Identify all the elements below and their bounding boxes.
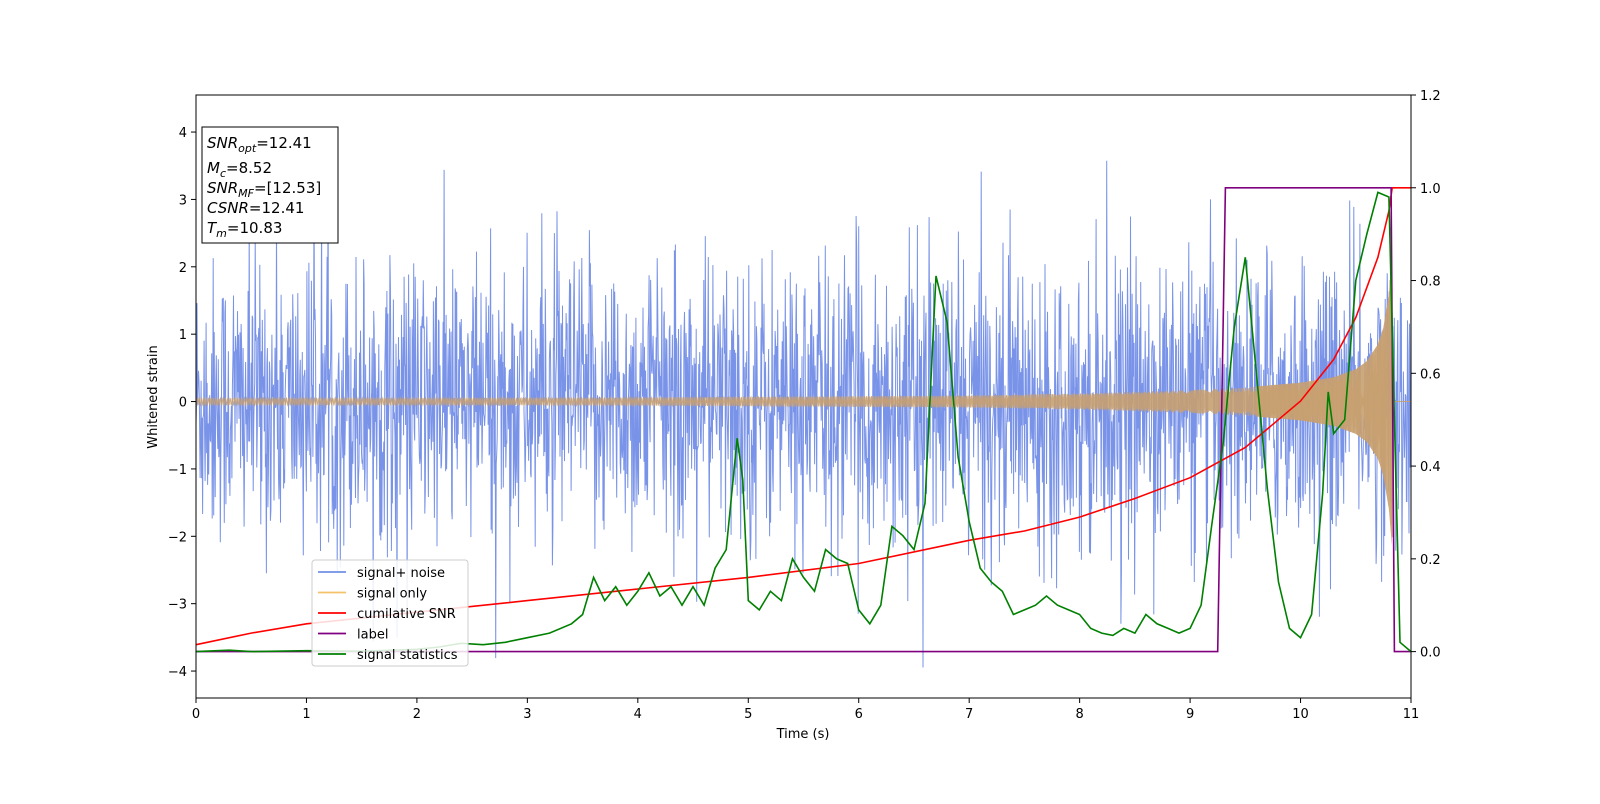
- info-line: SNRopt=12.41: [207, 134, 312, 155]
- y2-tick-label: 1.2: [1420, 89, 1441, 104]
- series-signal-noise: [195, 132, 1412, 668]
- x-tick-label: 5: [744, 707, 752, 722]
- legend-label: label: [357, 628, 388, 643]
- legend-label: signal only: [357, 587, 427, 602]
- info-line: SNRMF=[12.53]: [207, 179, 321, 200]
- y2-tick-label: 0.8: [1420, 275, 1441, 290]
- y-tick-label: −2: [168, 530, 187, 545]
- x-axis-label: Time (s): [776, 727, 830, 742]
- legend-label: cumilative SNR: [357, 607, 456, 622]
- legend-label: signal+ noise: [357, 566, 445, 581]
- x-tick-label: 4: [634, 707, 642, 722]
- y-tick-label: 4: [179, 126, 187, 141]
- y2-tick-label: 0.6: [1420, 367, 1441, 382]
- y-axis-right: 1.2 1.0 0.8 0.6 0.4 0.2 0.0: [1411, 89, 1441, 661]
- series-label: [196, 187, 1411, 653]
- x-tick-label: 7: [965, 707, 973, 722]
- info-line: Tm=10.83: [207, 219, 282, 240]
- x-tick-label: 11: [1403, 707, 1420, 722]
- y-tick-label: 0: [179, 396, 187, 411]
- legend-label: signal statistics: [357, 648, 458, 663]
- x-tick-label: 2: [413, 707, 421, 722]
- x-axis: 0 1 2 3 4 5 6 7 8 9 10 11: [192, 698, 1419, 722]
- y2-tick-label: 0.2: [1420, 553, 1441, 568]
- y-tick-label: −4: [168, 665, 187, 680]
- y-axis-label: Whitened strain: [146, 345, 161, 448]
- x-tick-label: 1: [302, 707, 310, 722]
- y-axis-left: 4 3 2 1 0 −1 −2 −3 −4: [168, 126, 196, 680]
- series-signal-statistics: [195, 191, 1412, 653]
- info-line: CSNR=12.41: [207, 199, 304, 217]
- y-tick-label: 3: [179, 193, 187, 208]
- y-tick-label: −3: [168, 598, 187, 613]
- x-tick-label: 0: [192, 707, 200, 722]
- y-tick-label: −1: [168, 463, 187, 478]
- y2-tick-label: 1.0: [1420, 182, 1441, 197]
- legend: signal+ noise signal only cumilative SNR la…: [311, 559, 469, 667]
- series-signal-only: [195, 265, 1411, 538]
- info-box: SNRopt=12.41 Mc=8.52SNRMF=[12.53]CSNR=12.…: [201, 126, 339, 244]
- x-tick-label: 6: [855, 707, 863, 722]
- y-tick-label: 2: [179, 261, 187, 276]
- y2-tick-label: 0.0: [1420, 646, 1441, 661]
- info-line: Mc=8.52: [207, 159, 272, 180]
- x-tick-label: 8: [1075, 707, 1083, 722]
- x-tick-label: 10: [1292, 707, 1309, 722]
- series-signal-only-fill: [1256, 257, 1393, 546]
- y2-tick-label: 0.4: [1420, 460, 1441, 475]
- plot-frame: [195, 94, 1412, 699]
- x-tick-label: 3: [523, 707, 531, 722]
- x-tick-label: 9: [1186, 707, 1194, 722]
- y-tick-label: 1: [179, 328, 187, 343]
